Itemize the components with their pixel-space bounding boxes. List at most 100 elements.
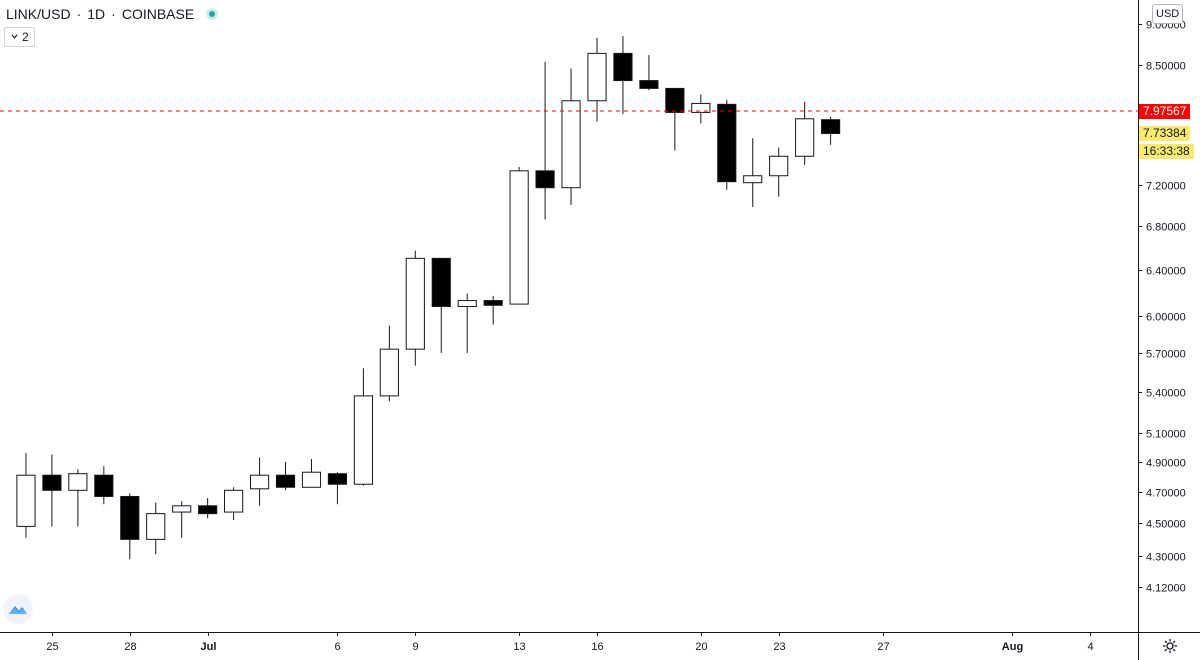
header-separator: · [76,6,82,22]
candle[interactable] [42,454,62,527]
candle-body [431,257,451,307]
candle-body [483,300,503,306]
candle-body [120,495,140,540]
candle-body [146,513,166,540]
candle-body [405,257,425,350]
price-tick-label: 4.70000 [1146,488,1186,500]
gear-icon[interactable] [1160,636,1180,656]
candle[interactable] [587,37,607,122]
price-tick-label: 5.70000 [1146,349,1186,361]
candle-body [639,80,659,89]
candle-body [691,102,711,113]
last-price-badge: 7.97567 [1139,104,1191,119]
candle[interactable] [561,68,581,205]
exchange-label: COINBASE [121,6,195,22]
candle-body [42,474,62,491]
candle[interactable] [743,138,763,208]
time-tick-label: Jul [201,641,217,653]
symbol-header: LINK/USD · 1D · COINBASE [6,6,219,22]
candle[interactable] [639,55,659,91]
candle[interactable] [613,36,633,115]
price-tick-label: 4.30000 [1146,552,1186,564]
candle-body [795,118,815,157]
candle-body [743,175,763,184]
candle-body [613,52,633,82]
candle[interactable] [691,94,711,124]
time-tick-label: 6 [334,641,340,653]
candle-body [665,87,685,113]
chevron-down-icon [10,30,19,44]
candle[interactable] [172,501,192,538]
candles-layer [16,36,841,560]
candle[interactable] [16,453,36,538]
candle-body [561,100,581,189]
time-tick-label: 25 [46,641,58,653]
price-axis[interactable]: 9.000008.500007.200006.800006.400006.000… [1138,0,1186,660]
candle-body [379,348,399,397]
candle[interactable] [457,293,477,353]
candle[interactable] [795,101,815,165]
candle-body [224,489,244,513]
candle-body [457,300,477,307]
time-tick-label: Aug [1002,641,1023,653]
candle[interactable] [509,166,529,305]
interval-label[interactable]: 1D [87,6,106,22]
market-open-icon [206,8,219,20]
candle-body [353,395,373,485]
candle-body [16,474,36,527]
candle-body [249,474,270,490]
price-tick-label: 4.50000 [1146,519,1186,531]
candle-body [172,505,192,513]
candle[interactable] [224,487,244,520]
candle-body [275,474,296,488]
price-tick-label: 5.10000 [1146,429,1186,441]
time-tick-label: 9 [412,641,418,653]
candle[interactable] [68,469,88,527]
price-tick-label: 8.50000 [1146,61,1186,73]
candle-body [94,474,114,497]
symbol-label[interactable]: LINK/USD [6,6,71,22]
candle[interactable] [275,461,296,491]
candle[interactable] [120,493,140,560]
price-tick-label: 6.40000 [1146,266,1186,278]
header-separator: · [111,6,116,22]
candle[interactable] [353,368,373,486]
candle-body [535,170,555,189]
candle[interactable] [249,457,270,506]
candle[interactable] [301,458,322,488]
time-tick-label: 13 [513,641,525,653]
collapse-count: 2 [22,30,29,44]
candle[interactable] [821,116,841,145]
candle[interactable] [94,466,114,505]
plot-background[interactable] [0,0,1138,632]
collapse-indicators-button[interactable]: 2 [4,27,35,47]
candle[interactable] [717,99,737,190]
price-tick-label: 4.90000 [1146,458,1186,470]
candle-body [821,119,841,135]
price-tick-label: 6.80000 [1146,222,1186,234]
candle[interactable] [665,87,685,151]
plot-area[interactable] [0,0,1138,632]
candle-body [198,505,218,515]
candle-body [301,471,322,488]
time-tick-label: 4 [1087,641,1093,653]
candle[interactable] [327,472,348,505]
currency-button[interactable]: USD [1152,4,1184,24]
candle-body [587,52,607,102]
time-tick-label: 23 [773,641,785,653]
candle[interactable] [535,61,555,220]
time-axis[interactable]: 25 28 Jul 6 9 13 16 20 23 27 Aug 4 [0,632,1200,653]
tradingview-logo-icon[interactable] [3,594,33,624]
candle[interactable] [483,295,503,325]
candle-body [68,473,88,491]
time-tick-label: 20 [695,641,707,653]
candle[interactable] [379,325,399,402]
candle[interactable] [769,147,789,197]
candle[interactable] [146,502,166,555]
price-tick-label: 4.12000 [1146,583,1186,595]
candle[interactable] [431,257,451,353]
candle[interactable] [405,250,425,366]
candle-body [717,103,737,183]
candle[interactable] [198,498,218,519]
